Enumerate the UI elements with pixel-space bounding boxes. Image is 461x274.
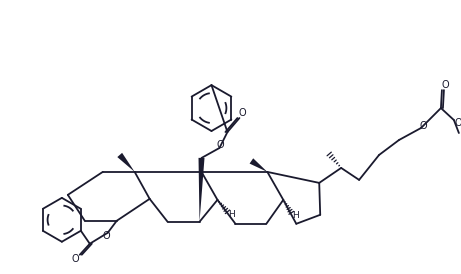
Text: O: O — [441, 80, 449, 90]
Text: O: O — [103, 231, 111, 241]
Polygon shape — [117, 153, 135, 172]
Polygon shape — [199, 158, 205, 222]
Text: H: H — [228, 210, 235, 219]
Text: O: O — [239, 108, 246, 118]
Text: O: O — [217, 140, 224, 150]
Polygon shape — [249, 158, 267, 172]
Text: H: H — [292, 211, 299, 220]
Text: O: O — [419, 121, 427, 131]
Text: O: O — [454, 118, 461, 128]
Text: O: O — [71, 254, 79, 264]
